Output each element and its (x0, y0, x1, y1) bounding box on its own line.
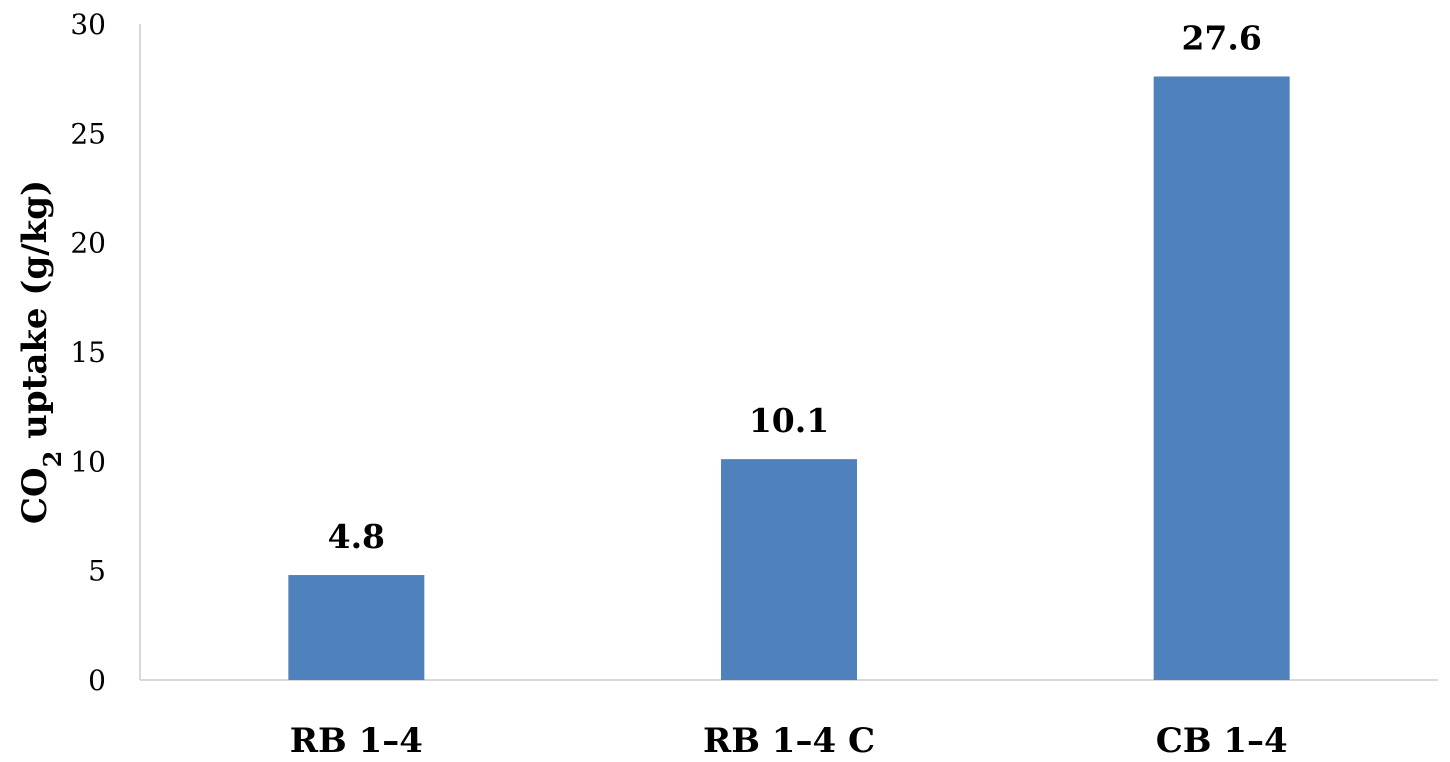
category-label: CB 1–4 (1156, 721, 1288, 761)
y-axis-title-subscript: 2 (38, 451, 67, 468)
y-tick-label: 15 (70, 336, 106, 369)
y-tick-label: 10 (70, 445, 106, 478)
y-tick-label: 20 (70, 227, 106, 260)
y-tick-label: 5 (88, 555, 106, 588)
y-tick-label: 25 (70, 117, 106, 150)
data-label: 10.1 (749, 401, 829, 440)
y-axis-title-prefix: CO (15, 467, 55, 524)
category-label: RB 1–4 (290, 721, 423, 761)
bars (288, 76, 1290, 681)
category-labels: RB 1–4 RB 1–4 C CB 1–4 (290, 721, 1288, 761)
bar (288, 575, 425, 680)
category-label: RB 1–4 C (703, 721, 875, 761)
y-axis-title-suffix: uptake (g/kg) (15, 180, 55, 451)
bar (721, 459, 857, 680)
y-tick-label: 30 (70, 8, 106, 41)
bar (1153, 76, 1290, 681)
y-axis-title: CO2 uptake (g/kg) (15, 180, 67, 524)
data-label: 4.8 (328, 517, 385, 556)
data-labels: 4.8 10.1 27.6 (328, 18, 1262, 556)
y-axis-ticks: 0 5 10 15 20 25 30 (70, 8, 106, 697)
data-label: 27.6 (1181, 18, 1261, 57)
y-tick-label: 0 (88, 664, 106, 697)
